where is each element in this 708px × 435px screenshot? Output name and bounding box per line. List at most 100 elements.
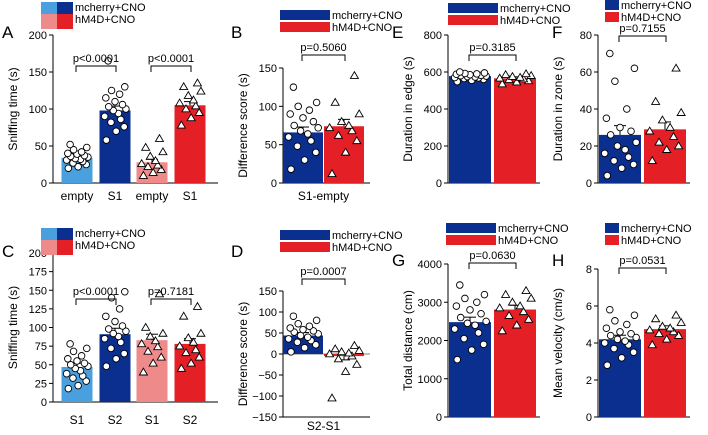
data-point xyxy=(107,118,115,127)
data-point xyxy=(616,123,624,132)
data-point xyxy=(156,164,166,173)
data-point xyxy=(196,328,206,337)
data-point xyxy=(73,357,81,365)
data-point xyxy=(66,361,75,369)
data-point xyxy=(290,121,298,130)
data-point xyxy=(294,102,302,111)
legend-swatch xyxy=(446,223,496,233)
data-point xyxy=(77,352,86,360)
significance-bracket xyxy=(301,278,346,285)
data-point xyxy=(340,147,351,156)
data-point xyxy=(456,68,464,76)
y-tick-label: 2000 xyxy=(418,336,442,348)
data-point xyxy=(657,321,668,330)
data-point xyxy=(69,374,77,382)
data-point xyxy=(299,325,307,334)
data-point xyxy=(617,164,626,172)
data-point xyxy=(611,317,619,325)
y-tick-label: 150 xyxy=(259,286,277,298)
p-value-label: p=0.0630 xyxy=(469,250,515,262)
data-point xyxy=(64,355,72,363)
data-point xyxy=(453,355,462,364)
data-point xyxy=(111,97,119,106)
data-point xyxy=(603,361,612,369)
data-point xyxy=(500,289,511,298)
panel-letter: H xyxy=(552,251,564,270)
data-point xyxy=(83,143,91,152)
bar xyxy=(449,322,491,417)
bar xyxy=(494,78,536,183)
y-tick-label: 800 xyxy=(424,30,442,42)
data-point xyxy=(148,167,158,176)
data-point xyxy=(521,285,531,295)
legend-label: mcherry+CNO xyxy=(75,2,146,14)
data-point xyxy=(507,71,518,80)
data-point xyxy=(192,301,203,310)
data-point xyxy=(304,130,312,138)
data-point xyxy=(602,324,611,332)
legend-label: hM4D+CNO xyxy=(75,14,136,26)
data-point xyxy=(467,346,476,354)
data-point xyxy=(610,344,618,353)
data-point xyxy=(523,314,534,323)
y-tick-label: 0 xyxy=(586,178,592,190)
data-point xyxy=(466,306,474,314)
data-point xyxy=(477,309,485,318)
p-value-label: p=0.7181 xyxy=(148,286,194,298)
data-point xyxy=(507,297,518,306)
data-point xyxy=(630,64,639,73)
data-point xyxy=(665,122,675,131)
significance-bracket xyxy=(468,262,517,269)
x-tick-label: S2 xyxy=(108,413,123,427)
data-point xyxy=(69,347,78,356)
data-point xyxy=(474,329,483,337)
data-point xyxy=(526,293,536,302)
data-point xyxy=(140,322,151,331)
data-point xyxy=(602,114,611,122)
data-point xyxy=(309,117,318,126)
legend-label: mcherry+CNO xyxy=(621,0,692,12)
y-tick-label: 0 xyxy=(436,178,442,190)
legend-swatch xyxy=(605,0,619,10)
legend-swatch xyxy=(41,2,57,17)
data-point xyxy=(312,316,321,325)
legend-swatch xyxy=(57,2,73,17)
data-point xyxy=(121,287,129,296)
data-point xyxy=(613,142,622,150)
legend-swatch xyxy=(280,242,330,252)
data-point xyxy=(304,333,312,341)
data-point xyxy=(606,331,615,340)
legend-label: hM4D+CNO xyxy=(332,22,393,34)
significance-bracket xyxy=(618,267,667,274)
y-axis-label: Mean velocity (cm/s) xyxy=(551,288,565,398)
legend-label: hM4D+CNO xyxy=(498,235,559,247)
data-point xyxy=(665,323,675,332)
data-point xyxy=(74,381,82,390)
legend-swatch xyxy=(280,230,330,240)
data-point xyxy=(352,135,362,145)
data-point xyxy=(617,354,626,362)
data-point xyxy=(480,290,489,299)
data-point xyxy=(289,83,298,91)
data-point xyxy=(349,70,360,79)
data-point xyxy=(600,339,609,347)
data-point xyxy=(102,136,111,144)
data-point xyxy=(473,298,481,307)
data-point xyxy=(293,142,302,150)
data-point xyxy=(194,352,204,361)
data-point xyxy=(83,344,91,353)
data-point xyxy=(100,112,109,121)
data-point xyxy=(668,131,679,141)
data-point xyxy=(629,348,638,357)
data-point xyxy=(644,325,655,334)
data-point xyxy=(482,317,490,326)
data-point xyxy=(148,358,158,367)
data-point xyxy=(77,148,86,156)
data-point xyxy=(344,120,354,129)
data-point xyxy=(286,110,294,118)
data-point xyxy=(196,86,206,95)
data-point xyxy=(145,151,156,160)
data-point xyxy=(118,322,127,330)
x-tick-label: empty xyxy=(136,189,169,203)
data-point xyxy=(158,147,168,156)
